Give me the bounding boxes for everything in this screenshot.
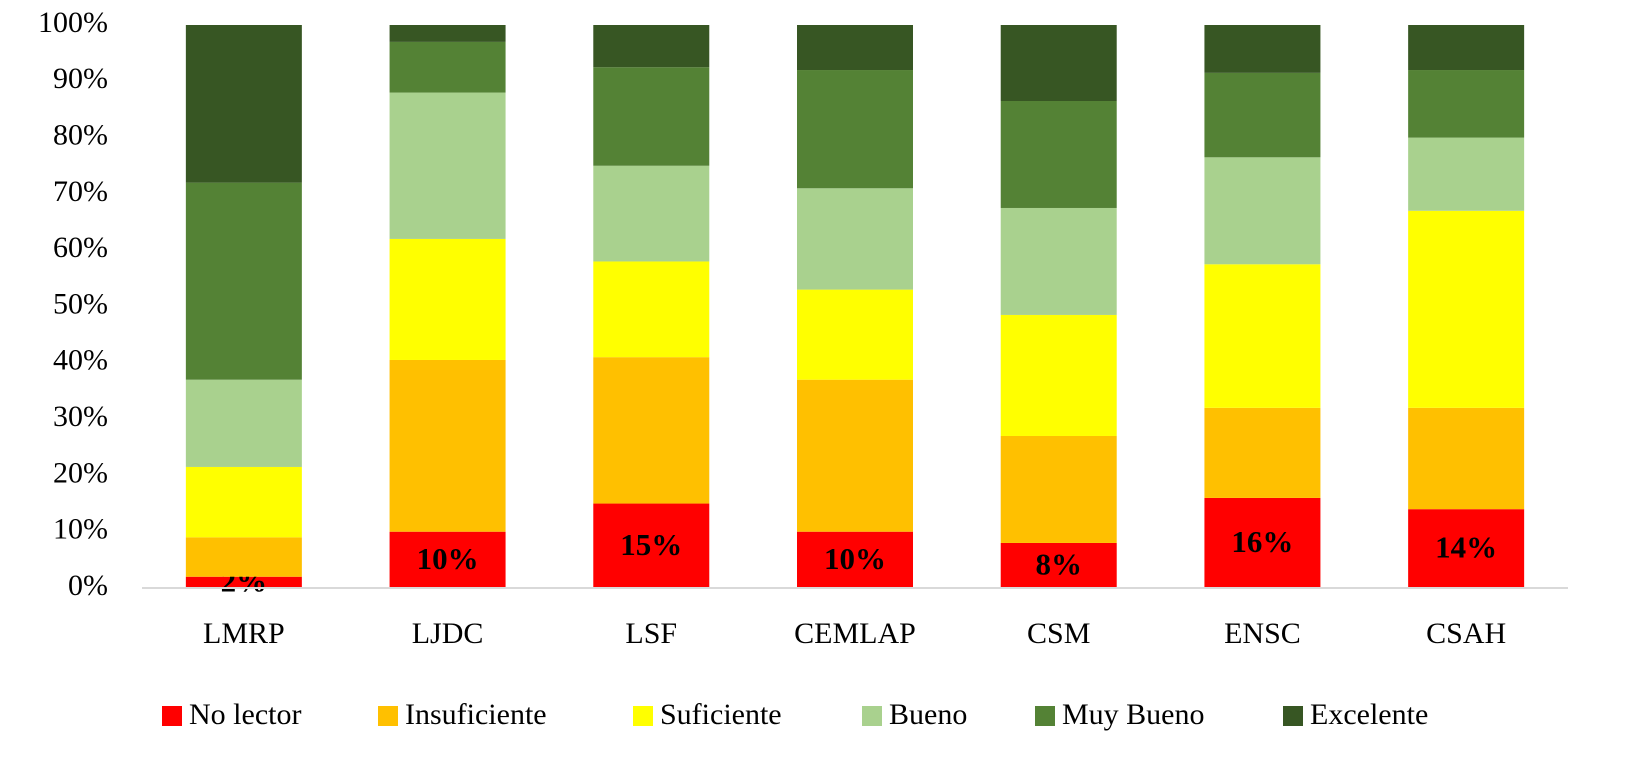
x-tick-label: LJDC xyxy=(412,617,484,650)
bar-segment xyxy=(593,25,710,68)
bar-segment xyxy=(1408,137,1525,211)
bar-segment xyxy=(797,25,913,71)
bar-segment xyxy=(185,576,302,588)
bar-segment xyxy=(1408,70,1525,138)
bar-segment xyxy=(1204,497,1321,588)
bar-segment xyxy=(185,537,302,577)
bar-segment xyxy=(185,466,302,538)
bar-segment xyxy=(797,188,913,290)
bar-segment xyxy=(593,503,710,588)
data-label: 10% xyxy=(417,541,479,576)
legend-label: Bueno xyxy=(889,698,967,731)
y-tick-label: 0% xyxy=(68,569,108,602)
data-label: 16% xyxy=(1231,524,1293,559)
bar-segment xyxy=(1408,509,1525,588)
bar-segment xyxy=(1204,157,1321,265)
legend-label: Excelente xyxy=(1310,698,1428,731)
y-tick-label: 70% xyxy=(53,175,108,208)
x-tick-label: ENSC xyxy=(1224,617,1301,650)
bar-segment xyxy=(185,182,302,380)
bar-segment xyxy=(1204,25,1321,73)
bar-segment xyxy=(593,67,710,166)
legend-swatch xyxy=(862,706,882,726)
y-tick-label: 50% xyxy=(53,287,108,320)
y-tick-label: 30% xyxy=(53,400,108,433)
y-tick-label: 20% xyxy=(53,456,108,489)
bar-segment xyxy=(389,238,506,360)
y-tick-label: 40% xyxy=(53,344,108,377)
bar-segment xyxy=(389,92,506,239)
bar-segment xyxy=(1000,435,1117,543)
legend-label: Insuficiente xyxy=(405,698,547,731)
bar-segment xyxy=(389,531,506,588)
bar-segment xyxy=(593,261,710,358)
legend-swatch xyxy=(1035,706,1055,726)
data-label: 15% xyxy=(620,527,682,562)
y-tick-label: 80% xyxy=(53,118,108,151)
bar-segment xyxy=(389,41,506,93)
data-label: 14% xyxy=(1435,530,1497,565)
x-tick-label: CSAH xyxy=(1426,617,1506,650)
bar-segment xyxy=(797,379,913,532)
y-tick-label: 10% xyxy=(53,513,108,546)
y-tick-label: 100% xyxy=(38,6,108,39)
bar-segment xyxy=(1408,25,1525,71)
legend-swatch xyxy=(378,706,398,726)
legend-swatch xyxy=(1283,706,1303,726)
bar-segment xyxy=(1204,264,1321,408)
x-tick-label: LMRP xyxy=(203,617,285,650)
bar-segment xyxy=(1204,72,1321,158)
data-label: 8% xyxy=(1035,547,1082,582)
bar-segment xyxy=(185,25,302,183)
x-tick-label: LSF xyxy=(625,617,677,650)
bar-segment xyxy=(1000,314,1117,436)
bar-segment xyxy=(797,531,913,588)
bar-segment xyxy=(1000,207,1117,315)
bar-segment xyxy=(593,357,710,504)
bar-segment xyxy=(1000,101,1117,208)
bar-segment xyxy=(185,379,302,467)
x-tick-label: CSM xyxy=(1027,617,1090,650)
x-tick-label: CEMLAP xyxy=(794,617,916,650)
bar-segment xyxy=(593,165,710,262)
bar-segment xyxy=(797,70,913,189)
bar-segment xyxy=(1204,407,1321,498)
bar-segment xyxy=(389,25,506,42)
y-tick-label: 60% xyxy=(53,231,108,264)
data-label: 10% xyxy=(824,541,886,576)
legend-label: Muy Bueno xyxy=(1062,698,1205,731)
legend-swatch xyxy=(162,706,182,726)
bar-segment xyxy=(797,289,913,380)
legend-label: No lector xyxy=(189,698,301,731)
bar-segment xyxy=(1408,210,1525,408)
bar-segment xyxy=(1000,25,1117,102)
legend-swatch xyxy=(633,706,653,726)
bar-segment xyxy=(1408,407,1525,510)
bar-segment xyxy=(389,359,506,532)
y-tick-label: 90% xyxy=(53,62,108,95)
bar-segment xyxy=(1000,542,1117,588)
legend-label: Suficiente xyxy=(660,698,782,731)
